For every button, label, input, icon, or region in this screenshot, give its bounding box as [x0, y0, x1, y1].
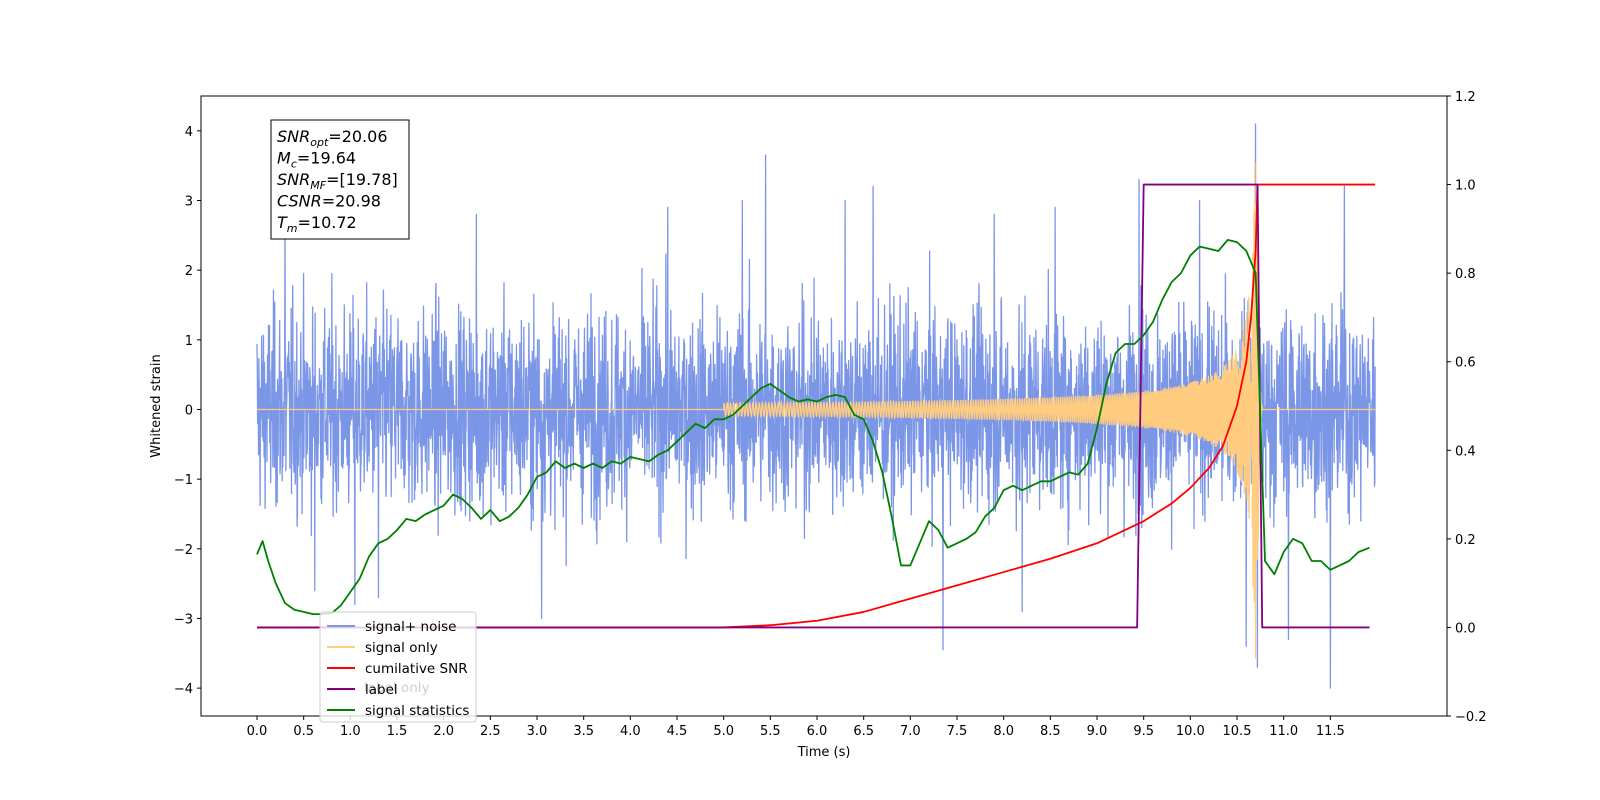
x-tick-label: 10.0 [1176, 724, 1205, 739]
legend-label: label [365, 682, 398, 698]
y-axis-left: −4 −3 −2 −1 0 1 2 3 4 [174, 125, 201, 697]
series-cumilative-snr [257, 183, 1376, 629]
y-tick-label: −2 [174, 543, 193, 558]
y-tick-label: 0 [185, 403, 193, 418]
y2-tick-label: 0.0 [1455, 621, 1476, 636]
x-tick-label: 10.5 [1223, 724, 1252, 739]
series-signal-statistics [256, 239, 1370, 616]
x-tick-label: 6.5 [853, 724, 874, 739]
x-tick-label: 4.5 [667, 724, 688, 739]
y2-tick-label: 0.2 [1455, 533, 1476, 548]
y2-tick-label: 0.8 [1455, 267, 1476, 282]
y2-tick-label: −0.2 [1455, 710, 1487, 725]
x-tick-label: 5.5 [760, 724, 781, 739]
y2-tick-label: 1.0 [1455, 179, 1476, 194]
y-tick-label: 2 [185, 264, 193, 279]
x-tick-label: 8.5 [1040, 724, 1061, 739]
y2-tick-label: 0.6 [1455, 356, 1476, 371]
y-tick-label: 3 [185, 194, 193, 209]
y-tick-label: 1 [185, 334, 193, 349]
legend-occluded-text: label only [364, 680, 430, 696]
x-tick-label: 9.5 [1133, 724, 1154, 739]
y-tick-label: −4 [174, 682, 193, 697]
plot-frame [200, 95, 1448, 717]
legend-frame [319, 611, 477, 723]
legend-item-cumilative-snr: cumilative SNR [327, 661, 468, 677]
legend-item-signal-noise: signal+ noise [327, 619, 456, 635]
y-axis-label: Whitened strain [149, 354, 164, 457]
legend-item-label: label [327, 682, 398, 698]
x-tick-label: 5.0 [713, 724, 734, 739]
x-axis-label: Time (s) [797, 745, 851, 760]
legend-item-signal-statistics: signal statistics [327, 703, 469, 719]
x-tick-label: 11.5 [1316, 724, 1345, 739]
y-axis-right: −0.2 0.0 0.2 0.4 0.6 0.8 1.0 1.2 [1447, 90, 1487, 725]
x-tick-label: 2.5 [480, 724, 501, 739]
annotation-line: SNRMF=[19.78] [277, 170, 398, 192]
annotation-line: Tm=10.72 [277, 213, 357, 235]
x-tick-label: 6.0 [807, 724, 828, 739]
x-tick-label: 7.0 [900, 724, 921, 739]
y-tick-label: −1 [174, 473, 193, 488]
series-signal-only [257, 162, 1376, 659]
annotation-line: CSNR=20.98 [277, 192, 381, 211]
x-tick-label: 1.5 [387, 724, 408, 739]
x-tick-label: 3.0 [527, 724, 548, 739]
x-tick-label: 9.0 [1087, 724, 1108, 739]
y-tick-label: −3 [174, 612, 193, 627]
legend-label: signal+ noise [365, 619, 456, 635]
y2-tick-label: 0.4 [1455, 444, 1476, 459]
annotation-box: SNRopt=20.06Mc=19.64SNRMF=[19.78]CSNR=20… [270, 119, 410, 240]
legend-label: cumilative SNR [365, 661, 468, 677]
series-layer [256, 123, 1376, 689]
x-axis: 0.0 0.5 1.0 1.5 2.0 2.5 3.0 3.5 4.0 4.5 5.0 5.5 6.0 6… [247, 716, 1345, 739]
x-tick-label: 1.0 [340, 724, 361, 739]
series-label [257, 183, 1370, 629]
y-tick-label: 4 [185, 125, 193, 140]
x-tick-label: 3.5 [573, 724, 594, 739]
x-tick-label: 11.0 [1269, 724, 1298, 739]
annotation-frame [270, 119, 410, 240]
legend-label: signal only [365, 640, 438, 656]
legend-label: signal statistics [365, 703, 469, 719]
x-tick-label: 2.0 [433, 724, 454, 739]
legend: label only signal+ noise signal only cumila… [319, 611, 477, 723]
x-tick-label: 0.5 [293, 724, 314, 739]
x-tick-label: 4.0 [620, 724, 641, 739]
x-tick-label: 8.0 [993, 724, 1014, 739]
annotation-line: SNRopt=20.06 [277, 127, 388, 149]
plot-area [200, 95, 1448, 717]
x-tick-label: 0.0 [247, 724, 268, 739]
annotation-line: Mc=19.64 [277, 149, 356, 171]
x-tick-label: 7.5 [947, 724, 968, 739]
y2-tick-label: 1.2 [1455, 90, 1476, 105]
legend-item-signal-only: signal only [327, 640, 438, 656]
